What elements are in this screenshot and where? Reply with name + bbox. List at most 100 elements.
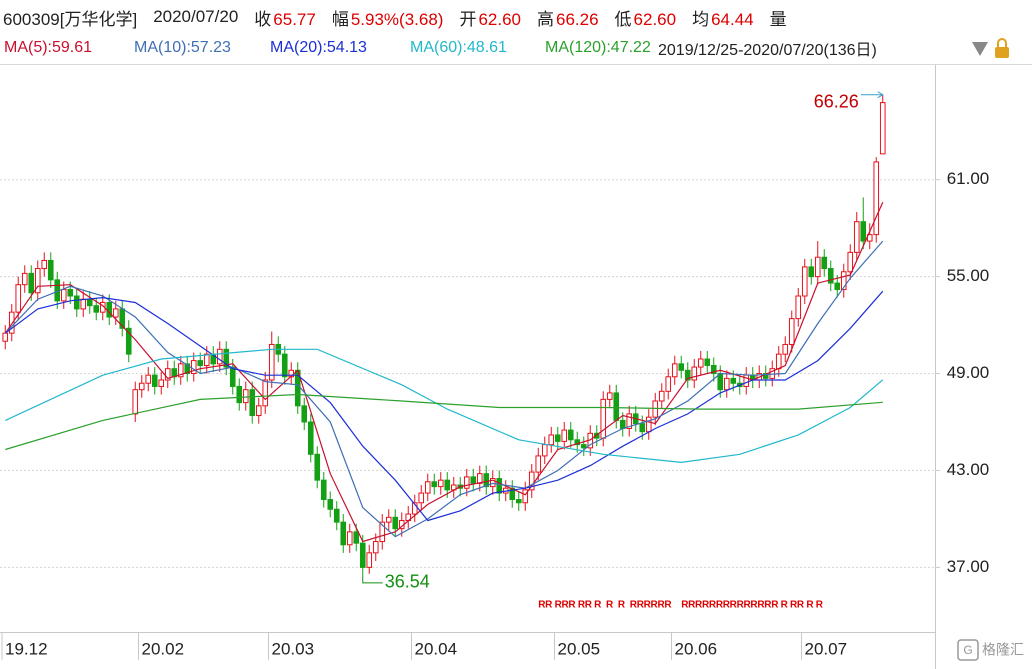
quote-field: 低 62.60: [615, 5, 677, 30]
candle-body: [80, 298, 87, 310]
candle-body: [379, 521, 386, 543]
candle-body: [678, 363, 685, 371]
annotation-arrow: [362, 574, 383, 584]
candle-body: [411, 502, 418, 515]
candle-body: [834, 282, 841, 291]
legend-entry: MA(5):59.61: [4, 39, 93, 56]
candle-body: [528, 471, 535, 491]
candle-body: [879, 102, 886, 155]
candle-body: [645, 416, 652, 433]
candle-body: [671, 363, 678, 378]
candle-body: [223, 348, 230, 368]
candle-body: [515, 499, 522, 504]
candle-body: [795, 295, 802, 320]
candle-body: [723, 377, 730, 391]
legend-entry: MA(10):57.23: [134, 39, 231, 56]
candle-body: [600, 398, 607, 439]
candle-body: [132, 389, 139, 415]
candle-body: [743, 374, 750, 387]
candle-body: [424, 481, 431, 494]
ma-line: [5, 393, 883, 451]
candle-body: [15, 284, 22, 313]
candle-body: [710, 364, 717, 375]
candle-body: [580, 444, 587, 449]
candle-body: [346, 531, 353, 546]
field-label: 幅: [331, 9, 349, 29]
y-tick-label: 37.00: [947, 557, 990, 576]
candle-body: [463, 476, 470, 489]
candle-body: [21, 272, 28, 286]
candle-body: [112, 308, 119, 318]
lock-icon[interactable]: [995, 38, 1009, 58]
svg-text:G: G: [963, 643, 972, 657]
candle-body: [691, 366, 698, 381]
ma-line: [4, 202, 884, 543]
candle-body: [606, 392, 613, 400]
candle-body: [333, 508, 340, 523]
x-tick-label: 20.02: [142, 639, 185, 658]
candle-body: [385, 516, 392, 523]
candle-body: [372, 541, 379, 554]
candle-body: [268, 343, 275, 381]
x-tick-label: 20.04: [415, 639, 458, 658]
ma-line: [5, 348, 884, 464]
annotation-label: 36.54: [385, 572, 430, 592]
candle-body: [138, 382, 145, 391]
candle-body: [827, 268, 834, 284]
field-value: 65.77: [273, 9, 316, 29]
ma-legend-row: MA(5):59.61 MA(10):57.23 MA(20):54.13 MA(60…: [0, 33, 1032, 63]
ticker: 600309[万华化学]: [3, 9, 138, 29]
candle-body: [151, 374, 158, 387]
candle-body: [73, 295, 80, 310]
dropdown-icon[interactable]: [972, 42, 988, 56]
candle-body: [28, 272, 35, 294]
quote-field: 均 64.44: [692, 5, 754, 30]
candle-body: [847, 251, 854, 273]
candle-body: [730, 377, 737, 384]
candle-body: [821, 256, 828, 270]
candle-body: [476, 473, 483, 484]
candle-body: [249, 389, 256, 417]
candle-body: [658, 390, 665, 402]
candle-body: [255, 405, 262, 417]
date-range: 2019/12/25-2020/07/20(136日): [658, 36, 877, 60]
candle-body: [41, 259, 48, 270]
candle-body: [353, 531, 360, 544]
candle-body: [697, 358, 704, 368]
candle-body: [60, 289, 67, 302]
candle-body: [164, 368, 171, 381]
x-tick-label: 19.12: [5, 639, 48, 658]
candle-body: [652, 400, 659, 418]
candle-body: [567, 429, 574, 441]
candle-body: [301, 405, 308, 423]
candle-body: [574, 439, 581, 446]
candle-body: [418, 492, 425, 504]
field-value: 62.60: [478, 9, 521, 29]
candle-body: [665, 376, 672, 392]
candle-body: [853, 221, 860, 253]
y-tick-label: 61.00: [947, 169, 990, 188]
annotation-label: 66.26: [814, 91, 859, 111]
candle-body: [431, 481, 438, 488]
candle-body: [184, 363, 191, 375]
annotation-arrow: [860, 91, 884, 99]
candle-body: [437, 479, 444, 488]
candle-body: [392, 516, 399, 530]
candle-body: [86, 298, 93, 307]
candle-body: [483, 473, 490, 488]
candle-body: [203, 353, 210, 366]
candle-body: [522, 489, 529, 504]
x-tick-label: 20.06: [675, 639, 718, 658]
candle-body: [340, 521, 347, 546]
candle-body: [639, 423, 646, 433]
y-tick-label: 49.00: [947, 363, 990, 382]
candle-body: [229, 366, 236, 387]
candle-body: [626, 413, 633, 429]
candle-body: [535, 455, 542, 473]
field-value: 5.93%(3.68): [350, 9, 444, 29]
candle-body: [775, 353, 782, 370]
candle-body: [125, 327, 132, 355]
y-tick-label: 55.00: [947, 266, 990, 285]
candle-body: [808, 266, 815, 278]
candle-body: [561, 429, 568, 442]
